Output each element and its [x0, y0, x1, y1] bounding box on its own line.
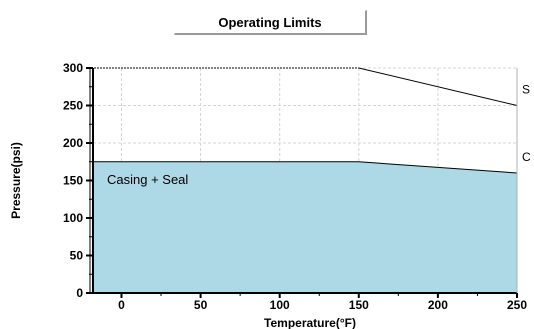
axes: [86, 67, 518, 298]
x-tick-label: 250: [507, 298, 527, 312]
y-tick-label: 200: [63, 136, 83, 150]
series-label-S: S: [522, 83, 530, 97]
labels: S C 0 50 100 150 200 250 300 0 50 100 150 200 250 Tempe…: [9, 61, 531, 329]
series-label-C: C: [522, 150, 531, 164]
area-layer: [93, 161, 517, 293]
y-axis-label: Pressure(psi): [9, 142, 23, 219]
region-annotation: Casing + Seal: [107, 172, 188, 187]
chart-title: Operating Limits: [174, 10, 367, 35]
x-tick-label: 100: [270, 298, 290, 312]
y-tick-label: 50: [70, 249, 84, 263]
x-tick-label: 0: [118, 298, 125, 312]
y-tick-label: 150: [63, 174, 83, 188]
series-lines: [93, 67, 518, 174]
x-tick-label: 200: [428, 298, 448, 312]
y-tick-label: 300: [63, 61, 83, 75]
series-line-C: [93, 161, 518, 174]
x-tick-label: 150: [349, 298, 369, 312]
x-tick-label: 50: [194, 298, 208, 312]
y-tick-label: 0: [76, 286, 83, 300]
y-tick-label: 250: [63, 99, 83, 113]
x-axis-label: Temperature(°F): [264, 316, 356, 329]
series-line-S: [93, 67, 518, 106]
region-fill: [93, 161, 517, 293]
y-tick-label: 100: [63, 211, 83, 225]
